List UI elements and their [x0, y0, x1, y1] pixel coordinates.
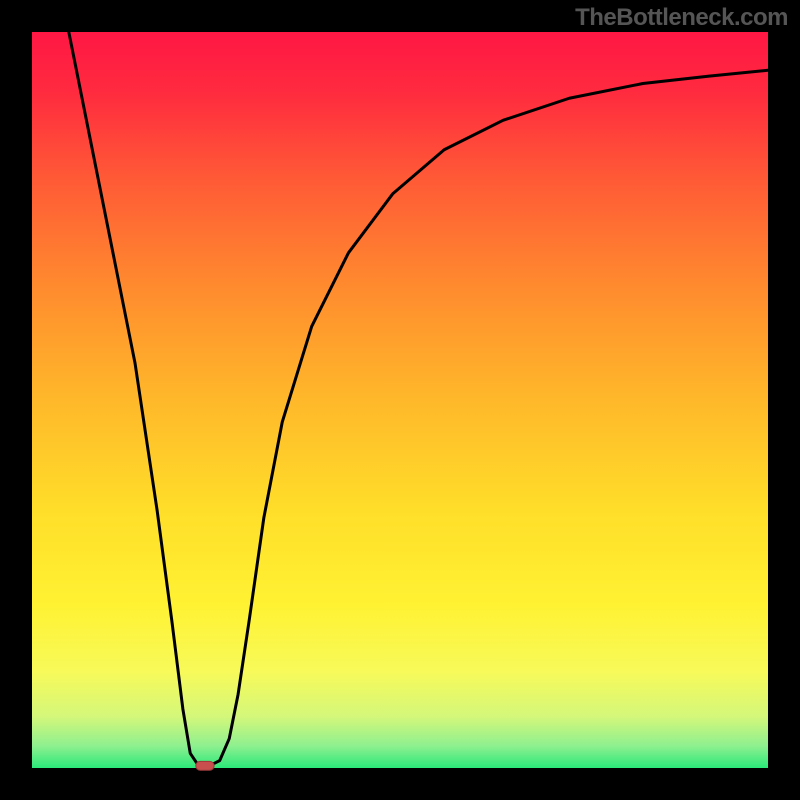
bottleneck-chart	[0, 0, 800, 800]
gradient-background	[32, 32, 768, 768]
chart-container: TheBottleneck.com	[0, 0, 800, 800]
optimal-marker	[196, 761, 214, 770]
attribution-text: TheBottleneck.com	[575, 4, 788, 32]
